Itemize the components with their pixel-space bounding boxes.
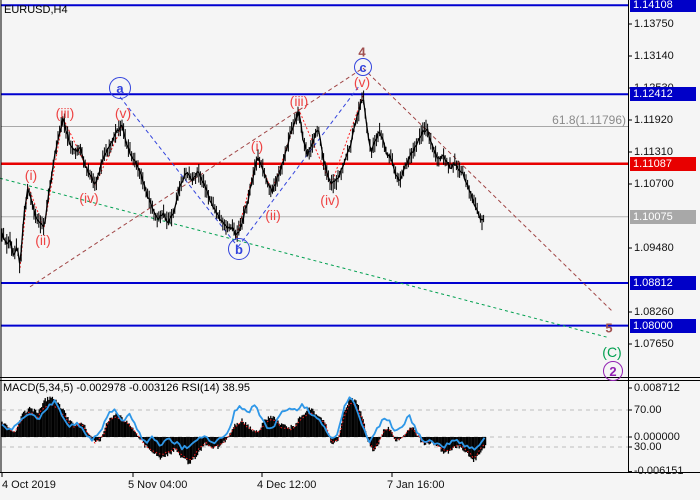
wave-a-b-trendline[interactable] [119, 96, 239, 248]
indicator-axis-label: -0.006151 [634, 465, 684, 478]
wave-label-(iv): (iv) [79, 190, 99, 206]
price-axis-label: 1.10700 [634, 177, 674, 190]
wave-label-(iii): (iii) [289, 93, 309, 109]
time-label: 7 Jan 16:00 [387, 479, 445, 491]
wave-label-(iii): (iii) [55, 105, 75, 121]
price-axis-label: 1.11310 [634, 145, 673, 158]
symbol-timeframe-label: EURUSD,H4 [4, 4, 68, 16]
macd-histogram [1, 396, 487, 465]
wave-label-5: 5 [605, 320, 613, 336]
price-close-line [1, 99, 484, 264]
time-label: 4 Oct 2019 [2, 479, 56, 491]
wave-circle-c: c [354, 58, 372, 76]
price-axis-label: 1.13750 [634, 17, 674, 30]
wave-label-(v): (v) [353, 74, 371, 90]
indicator-axis-label: 0.000000 [634, 430, 680, 443]
wedge-resistance-trendline[interactable] [362, 67, 613, 312]
wave-label-(i): (i) [24, 167, 38, 183]
wave-label-(ii): (ii) [265, 207, 281, 223]
indicator-axis-label: 0.008712 [634, 381, 680, 394]
price-badge-1.12412: 1.12412 [630, 87, 696, 102]
wave-label-(ii): (ii) [35, 232, 51, 248]
indicator-axis-label: 30.00 [634, 440, 662, 453]
wave-circle-2: 2 [603, 361, 623, 381]
price-badge-1.14108: 1.14108 [630, 0, 696, 13]
price-badge-1.11087: 1.11087 [630, 156, 696, 171]
indicator-header: MACD(5,34,5) -0.002978 -0.003126 RSI(14)… [3, 382, 251, 394]
wave-circle-a: a [109, 77, 131, 99]
price-badge-1.08812: 1.08812 [630, 276, 696, 291]
wedge-support-trendline[interactable] [29, 67, 364, 288]
wave-label-(i): (i) [250, 138, 264, 154]
target-line-c-trendline[interactable] [0, 177, 608, 338]
macd-signal-line [1, 402, 486, 461]
wave-label-(v): (v) [114, 105, 132, 121]
fibonacci-level-label: 61.8(1.11796) [552, 112, 626, 127]
price-badge-1.10075: 1.10075 [630, 209, 696, 224]
price-axis-label: 1.09480 [634, 241, 674, 254]
rsi-line [1, 396, 486, 451]
price-axis-label: 1.11920 [634, 113, 673, 126]
wave-label-4: 4 [358, 44, 366, 60]
price-axis-label: 1.13140 [634, 49, 674, 62]
time-label: 4 Dec 12:00 [257, 479, 317, 491]
wave-b-c-trendline[interactable] [237, 84, 361, 248]
wave-label-(iv): (iv) [320, 192, 340, 208]
price-badge-1.08000: 1.08000 [630, 318, 696, 333]
wave-circle-b: b [228, 238, 250, 260]
price-axis-label: 1.07650 [634, 337, 674, 350]
time-label: 5 Nov 04:00 [128, 479, 188, 491]
indicator-axis-label: 70.00 [634, 403, 662, 416]
wave-label-(C): (C) [602, 344, 622, 360]
price-axis-label: 1.08260 [634, 305, 674, 318]
